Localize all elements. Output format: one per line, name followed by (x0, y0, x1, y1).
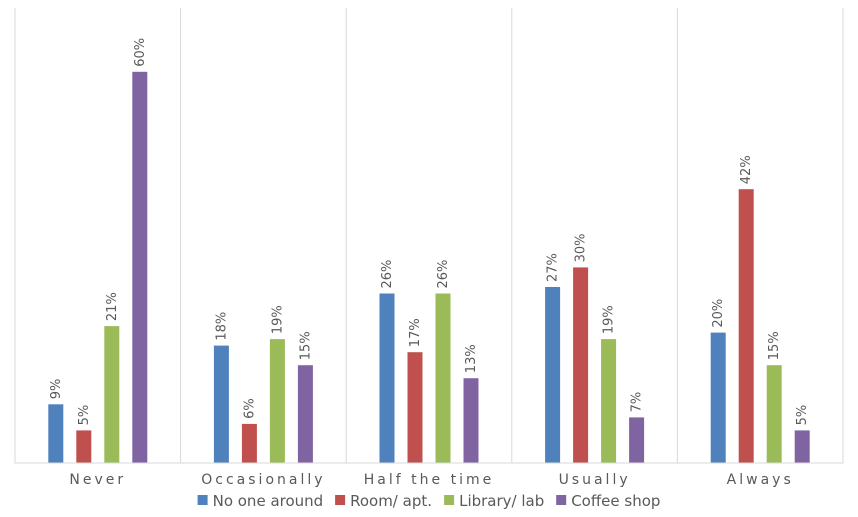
data-label: 9% (49, 379, 64, 400)
bar-library-lab-occasionally (269, 339, 285, 463)
data-label: 7% (630, 392, 645, 413)
bar-coffee-shop-always (794, 430, 810, 463)
data-label: 19% (270, 305, 285, 334)
bar-library-lab-half-the-time (435, 293, 451, 463)
bar-no-one-around-occasionally (213, 345, 229, 463)
bar-room-apt-usually (573, 267, 589, 463)
category-label: Always (727, 472, 794, 488)
data-label: 5% (795, 405, 810, 426)
data-label: 27% (546, 253, 561, 282)
bar-room-apt-half-the-time (407, 352, 423, 463)
legend-swatch (444, 495, 455, 505)
legend-label: Room/ apt. (350, 492, 432, 510)
bar-coffee-shop-usually (629, 417, 645, 463)
category-label: Never (69, 472, 126, 488)
data-labels: 9% 5% 21% 60% 18% 6% 19% 15% 26% 17% 26% 13% 27% 30% 1… (49, 38, 810, 426)
legend-swatch (556, 495, 567, 505)
data-label: 19% (602, 305, 617, 334)
bar-no-one-around-always (710, 332, 726, 463)
data-label: 18% (214, 312, 229, 341)
bar-room-apt-never (76, 430, 92, 463)
category-separators (14, 8, 844, 463)
category-labels: Never Occasionally Half the time Usually Alw… (69, 472, 794, 488)
bar-room-apt-occasionally (241, 423, 257, 463)
data-label: 15% (767, 331, 782, 360)
category-label: Half the time (364, 472, 494, 488)
bar-no-one-around-never (48, 404, 64, 463)
bar-library-lab-usually (601, 339, 617, 463)
data-label: 15% (298, 331, 313, 360)
data-label: 17% (408, 318, 423, 347)
legend-label: No one around (213, 492, 324, 510)
data-label: 26% (436, 260, 451, 289)
bar-coffee-shop-half-the-time (463, 378, 479, 463)
legend-swatch (197, 495, 208, 505)
bars (48, 71, 810, 464)
bar-coffee-shop-never (132, 71, 148, 464)
category-label: Occasionally (201, 472, 325, 488)
category-label: Usually (559, 472, 631, 488)
data-label: 21% (105, 292, 120, 321)
legend: No one around Room/ apt. Library/ lab Coffe… (197, 492, 660, 510)
data-label: 26% (380, 260, 395, 289)
data-label: 42% (739, 155, 754, 184)
bar-coffee-shop-occasionally (297, 365, 313, 463)
bar-library-lab-always (766, 365, 782, 463)
bar-no-one-around-half-the-time (379, 293, 395, 463)
legend-label: Library/ lab (459, 492, 544, 510)
data-label: 6% (242, 398, 257, 419)
legend-swatch (335, 495, 346, 505)
data-label: 13% (464, 344, 479, 373)
data-label: 20% (711, 299, 726, 328)
legend-label: Coffee shop (571, 492, 660, 510)
bar-no-one-around-usually (545, 287, 561, 463)
bar-library-lab-never (104, 326, 120, 463)
data-label: 5% (77, 405, 92, 426)
bar-room-apt-always (738, 189, 754, 463)
data-label: 60% (133, 38, 148, 67)
data-label: 30% (574, 233, 589, 262)
